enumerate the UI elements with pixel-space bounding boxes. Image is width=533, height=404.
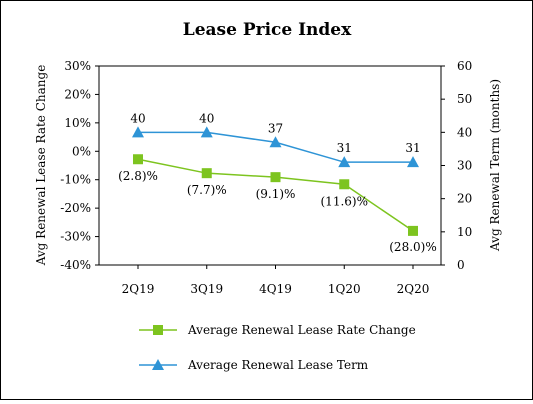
- left-axis-label: Avg Renewal Lease Rate Change: [34, 65, 48, 267]
- lease-term-marker: [132, 126, 144, 138]
- rate-change-data-label: (2.8)%: [118, 169, 158, 183]
- x-tick-label: 2Q19: [122, 282, 155, 296]
- left-tick-label: 20%: [64, 87, 91, 101]
- chart-title: Lease Price Index: [183, 20, 352, 40]
- left-tick-label: 30%: [64, 59, 91, 73]
- right-tick-label: 40: [457, 125, 472, 139]
- lease-term-marker: [200, 126, 213, 138]
- lease-term-data-label: 31: [405, 141, 420, 155]
- rate-change-data-label: (7.7)%: [187, 183, 227, 197]
- axes: [98, 65, 442, 266]
- rate-change-marker: [270, 172, 281, 183]
- right-tick-label: 0: [457, 258, 465, 272]
- left-tick-label: 0%: [72, 144, 91, 158]
- left-tick-label: -30%: [60, 230, 91, 244]
- legend: Average Renewal Lease Rate Change Average…: [139, 323, 416, 372]
- right-tick-label: 20: [457, 192, 472, 206]
- right-tick-label: 30: [457, 159, 472, 173]
- legend-triangle-marker: [152, 359, 164, 370]
- rate-change-data-label: (11.6)%: [321, 194, 368, 208]
- x-axis-ticks: 2Q19 3Q19 4Q19 1Q20 2Q20: [122, 265, 430, 296]
- lease-term-marker: [338, 156, 351, 168]
- rate-change-marker: [201, 168, 212, 179]
- x-tick-label: 1Q20: [328, 282, 361, 296]
- right-tick-label: 10: [457, 225, 472, 239]
- x-tick-label: 2Q20: [397, 282, 430, 296]
- lease-term-data-label: 40: [130, 111, 145, 125]
- rate-change-marker: [133, 154, 143, 165]
- right-tick-label: 50: [457, 92, 472, 106]
- left-tick-label: -10%: [60, 173, 91, 187]
- lease-term-data-label: 31: [337, 141, 352, 155]
- right-axis-label: Avg Renewal Term (months): [488, 79, 502, 252]
- legend-square-marker: [153, 325, 163, 335]
- lease-term-data-label: 37: [268, 121, 283, 135]
- legend-entry-label: Average Renewal Lease Rate Change: [187, 323, 416, 337]
- x-tick-label: 3Q19: [190, 282, 223, 296]
- right-tick-label: 60: [457, 59, 472, 73]
- series-group: (2.8)% (7.7)% (9.1)% (11.6)% (28.0)% 40 40 37 31…: [118, 111, 437, 254]
- rate-change-data-label: (28.0)%: [389, 240, 436, 254]
- rate-change-data-label: (9.1)%: [256, 187, 296, 201]
- legend-entry-label: Average Renewal Lease Term: [187, 358, 369, 372]
- right-axis-ticks: 60 50 40 30 20 10 0: [441, 59, 472, 272]
- left-axis-ticks: 30% 20% 10% 0% -10% -20% -30% -40%: [60, 59, 99, 272]
- lease-term-marker: [269, 136, 282, 148]
- plot-area-border: [98, 65, 442, 266]
- left-tick-label: -20%: [60, 201, 91, 215]
- rate-change-marker: [339, 179, 350, 190]
- left-tick-label: -40%: [60, 258, 91, 272]
- lease-term-data-label: 40: [199, 111, 214, 125]
- left-tick-label: 10%: [64, 116, 91, 130]
- lease-term-marker: [407, 156, 419, 168]
- rate-change-marker: [408, 225, 418, 236]
- x-tick-label: 4Q19: [259, 282, 292, 296]
